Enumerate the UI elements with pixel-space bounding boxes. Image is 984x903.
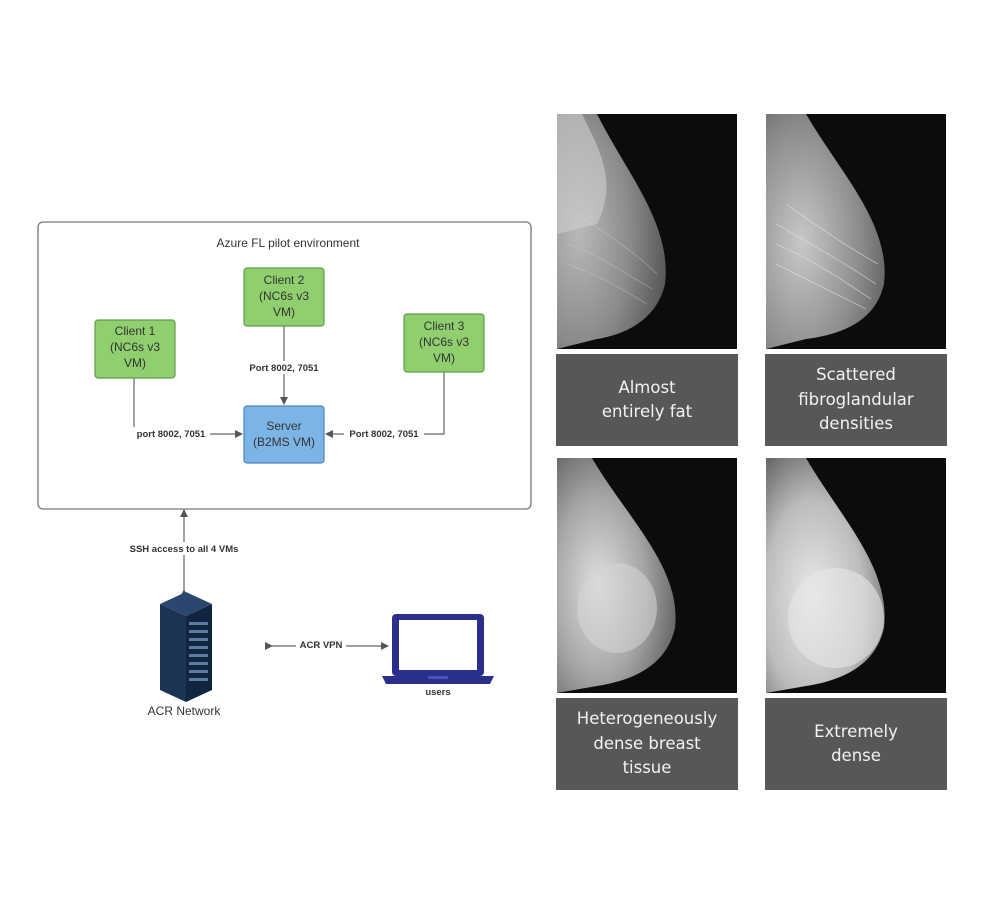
server-node: Server (B2MS VM) [243, 405, 325, 464]
client-2-name: Client 2 [264, 273, 305, 287]
edge-label-client1: port 8002, 7051 [137, 429, 206, 440]
client-3-vm-suffix: VM) [433, 351, 455, 365]
client-1-name: Client 1 [115, 324, 156, 338]
edge-label-client3: Port 8002, 7051 [349, 429, 419, 440]
client-3-vm-type: (NC6s v3 [419, 335, 469, 349]
client-1-node: Client 1 (NC6s v3 VM) [94, 319, 176, 379]
mammogram-fatty [557, 114, 737, 349]
laptop-icon [382, 614, 494, 684]
client-3-node: Client 3 (NC6s v3 VM) [403, 313, 485, 373]
mammogram-extremely-dense-image [766, 458, 885, 693]
acr-network-label: ACR Network [148, 704, 222, 718]
client-2-vm-type: (NC6s v3 [259, 289, 309, 303]
mammogram-fatty-image [557, 114, 666, 349]
server-name: Server [266, 419, 301, 433]
edge-label-ssh: SSH access to all 4 VMs [130, 544, 239, 555]
caption-heterogeneous: Heterogeneously dense breast tissue [556, 698, 738, 790]
edge-label-vpn: ACR VPN [300, 640, 343, 651]
caption-extremely-dense: Extremely dense [765, 698, 947, 790]
caption-fatty: Almost entirely fat [556, 354, 738, 446]
mammogram-scattered-image [766, 114, 885, 349]
client-1-vm-type: (NC6s v3 [110, 340, 160, 354]
client-3-name: Client 3 [424, 319, 465, 333]
mammogram-heterogeneous [557, 458, 737, 693]
mammogram-scattered [766, 114, 946, 349]
server-rack-icon [160, 592, 212, 702]
mammogram-extremely-dense [766, 458, 946, 693]
users-label: users [425, 687, 450, 698]
caption-scattered: Scattered fibroglandular densities [765, 354, 947, 446]
client-1-vm-suffix: VM) [124, 356, 146, 370]
server-vm-type: (B2MS VM) [253, 435, 315, 449]
environment-title: Azure FL pilot environment [217, 236, 361, 250]
client-2-vm-suffix: VM) [273, 305, 295, 319]
client-2-node: Client 2 (NC6s v3 VM) [243, 267, 325, 327]
mammogram-heterogeneous-image [557, 458, 676, 693]
edge-label-client2: Port 8002, 7051 [249, 363, 319, 374]
